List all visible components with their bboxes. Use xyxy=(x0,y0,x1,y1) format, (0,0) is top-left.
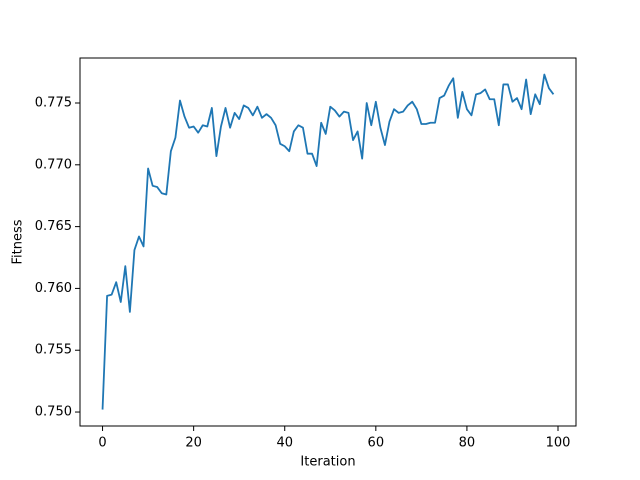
y-tick-label: 0.770 xyxy=(35,157,72,172)
x-tick-label: 0 xyxy=(98,436,106,451)
x-tick-label: 100 xyxy=(546,436,571,451)
y-tick-label: 0.765 xyxy=(35,219,72,234)
y-tick-label: 0.760 xyxy=(35,281,72,296)
x-tick-label: 40 xyxy=(276,436,293,451)
line-series xyxy=(101,73,555,410)
x-axis-label: Iteration xyxy=(300,455,355,470)
y-tick-label: 0.775 xyxy=(35,95,72,110)
x-tick-label: 60 xyxy=(368,436,385,451)
y-tick-label: 0.750 xyxy=(35,405,72,420)
y-axis-label: Fitness xyxy=(11,219,26,264)
y-tick-label: 0.755 xyxy=(35,343,72,358)
x-tick-label: 20 xyxy=(185,436,202,451)
plot-frame xyxy=(79,57,577,427)
x-tick-label: 80 xyxy=(459,436,476,451)
